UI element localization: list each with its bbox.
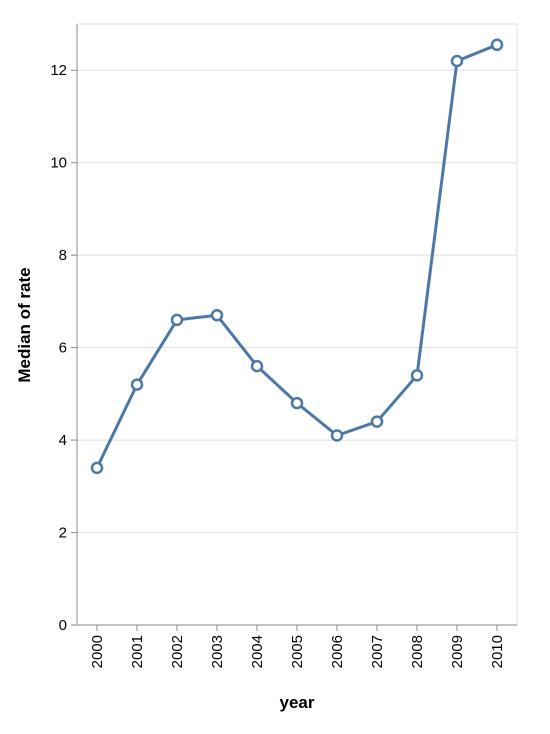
y-tick-label: 10 <box>50 155 67 172</box>
data-point <box>250 359 264 373</box>
y-axis: 0 2 4 6 8 10 12 <box>50 24 78 634</box>
data-point <box>290 396 304 410</box>
x-tick-label: 2008 <box>409 635 426 668</box>
data-point <box>330 429 344 442</box>
x-tick-label: 2001 <box>129 635 146 668</box>
x-tick-label: 2003 <box>209 635 226 668</box>
x-tick-label: 2005 <box>289 635 306 668</box>
x-tick-label: 2000 <box>89 635 106 668</box>
data-point <box>170 313 184 327</box>
x-tick-label: 2002 <box>169 635 186 668</box>
y-tick-label: 8 <box>59 247 67 264</box>
data-point <box>490 38 504 52</box>
x-tick-label: 2006 <box>329 635 346 668</box>
y-tick-label: 2 <box>59 525 67 542</box>
y-tick-label: 6 <box>59 340 67 357</box>
data-point <box>370 415 384 428</box>
x-tick-label: 2007 <box>369 635 386 668</box>
x-tick-label: 2009 <box>449 635 466 668</box>
x-axis: 2000 2001 2002 2003 2004 2005 2006 2007 2008 2009… <box>77 624 517 668</box>
data-point <box>210 309 224 322</box>
data-point <box>90 461 104 475</box>
x-axis-title: year <box>280 693 315 712</box>
y-tick-label: 0 <box>59 617 67 634</box>
x-tick-label: 2004 <box>249 635 266 668</box>
series-layer <box>90 38 504 475</box>
data-point <box>130 378 144 391</box>
y-tick-label: 4 <box>59 432 67 449</box>
data-point <box>410 369 424 382</box>
y-tick-label: 12 <box>50 62 67 79</box>
data-point <box>450 54 464 68</box>
x-tick-label: 2010 <box>489 635 506 668</box>
y-axis-title: Median of rate <box>15 267 34 382</box>
